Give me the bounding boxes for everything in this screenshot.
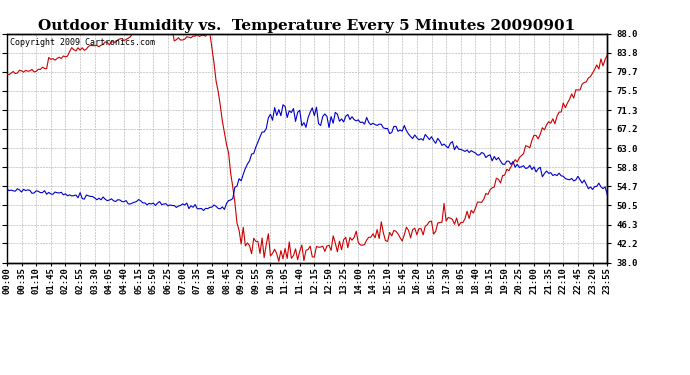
Text: Copyright 2009 Cartronics.com: Copyright 2009 Cartronics.com bbox=[10, 38, 155, 47]
Title: Outdoor Humidity vs.  Temperature Every 5 Minutes 20090901: Outdoor Humidity vs. Temperature Every 5… bbox=[39, 19, 575, 33]
